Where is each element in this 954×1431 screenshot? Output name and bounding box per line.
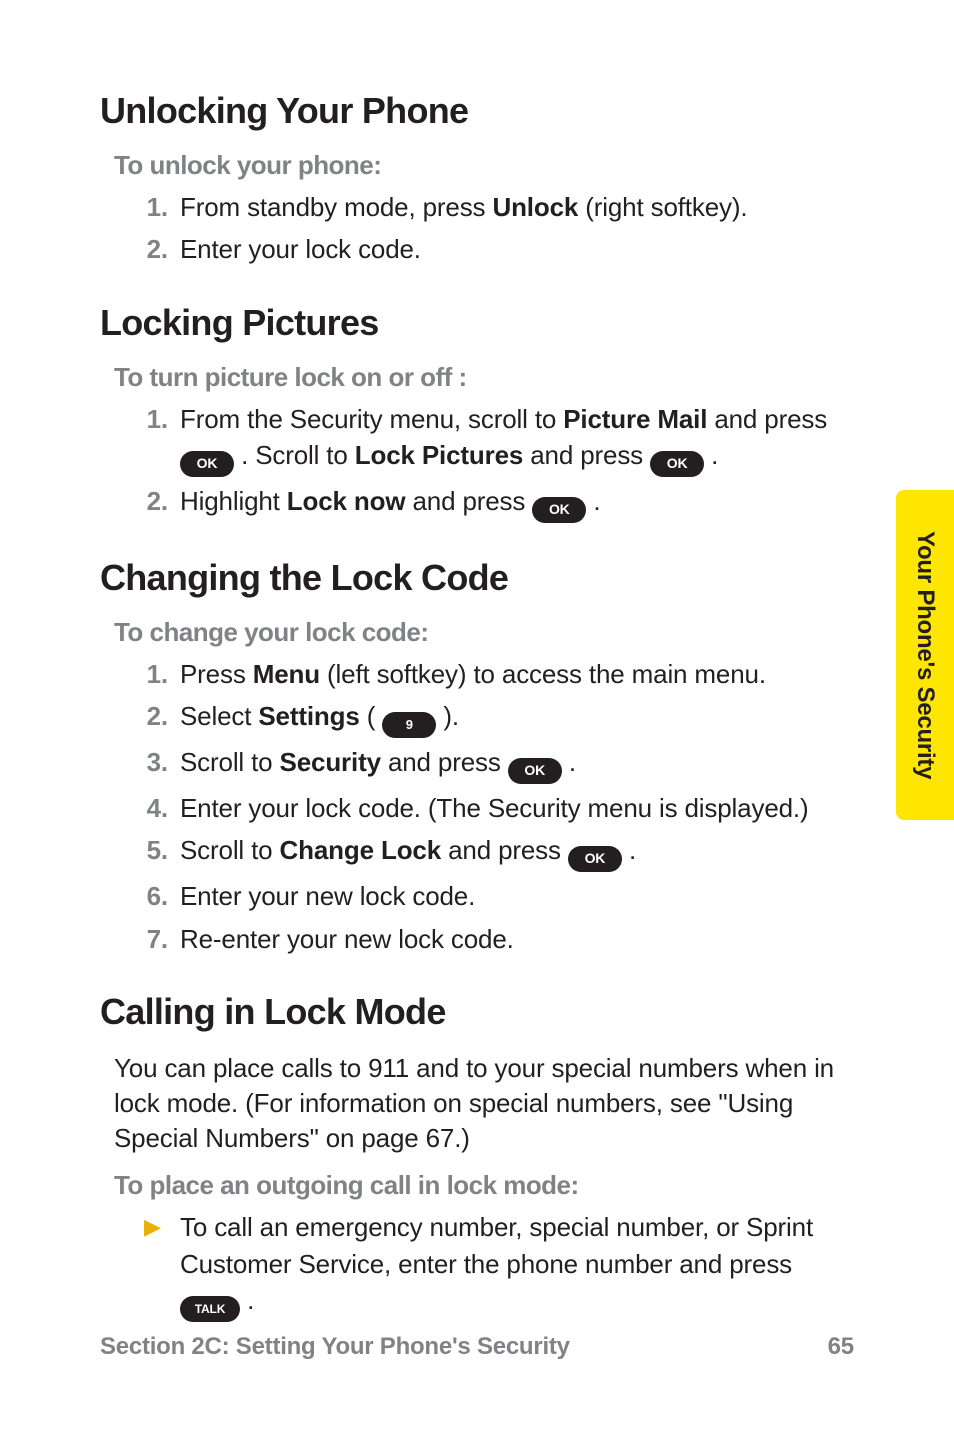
step-text: . xyxy=(622,835,636,865)
ui-label: Lock now xyxy=(287,486,406,516)
step-number: 1. xyxy=(134,189,168,225)
steps-unlock: 1. From standby mode, press Unlock (righ… xyxy=(114,189,844,268)
step-text: and press xyxy=(707,404,827,434)
ok-key-icon: OK xyxy=(650,451,704,477)
page-footer: Section 2C: Setting Your Phone's Securit… xyxy=(100,1333,854,1361)
step-text: Scroll to xyxy=(180,835,280,865)
step-item: 2. Select Settings ( 9 ). xyxy=(114,698,844,738)
step-item: 2. Enter your lock code. xyxy=(114,231,844,267)
step-text: Select xyxy=(180,701,258,731)
ui-label: Security xyxy=(280,747,381,777)
step-number: 5. xyxy=(134,832,168,868)
step-text: Press xyxy=(180,659,253,689)
step-text: From the Security menu, scroll to xyxy=(180,404,563,434)
ui-label: Lock Pictures xyxy=(355,440,523,470)
step-text: and press xyxy=(381,747,508,777)
nine-key-icon: 9 xyxy=(382,712,436,738)
side-tab: Your Phone's Security xyxy=(896,490,954,820)
step-text: Enter your new lock code. xyxy=(180,881,475,911)
step-text: Re-enter your new lock code. xyxy=(180,924,514,954)
step-text: and press xyxy=(523,440,650,470)
step-item: 2. Highlight Lock now and press OK . xyxy=(114,483,844,523)
step-text: . Scroll to xyxy=(234,440,355,470)
ok-key-icon: OK xyxy=(180,451,234,477)
step-text: ( xyxy=(360,701,383,731)
step-text: Enter your lock code. xyxy=(180,234,421,264)
ok-key-icon: OK xyxy=(532,497,586,523)
step-item: 1. Press Menu (left softkey) to access t… xyxy=(114,656,844,692)
body-text: You can place calls to 911 and to your s… xyxy=(114,1051,844,1156)
steps-picture-lock: 1. From the Security menu, scroll to Pic… xyxy=(114,401,844,523)
bullet-list-outgoing: ▶ To call an emergency number, special n… xyxy=(114,1209,844,1322)
bullet-text: To call an emergency number, special num… xyxy=(180,1212,813,1278)
ui-label: Settings xyxy=(258,701,359,731)
heading-locking-pictures: Locking Pictures xyxy=(100,302,844,344)
triangle-bullet-icon: ▶ xyxy=(144,1212,161,1243)
side-tab-label: Your Phone's Security xyxy=(911,531,939,779)
step-item: 4. Enter your lock code. (The Security m… xyxy=(114,790,844,826)
subheading-picture-lock: To turn picture lock on or off : xyxy=(114,362,844,393)
step-text: (left softkey) to access the main menu. xyxy=(320,659,766,689)
step-item: 6. Enter your new lock code. xyxy=(114,878,844,914)
step-number: 6. xyxy=(134,878,168,914)
step-number: 7. xyxy=(134,921,168,957)
step-number: 1. xyxy=(134,401,168,437)
steps-change-lock: 1. Press Menu (left softkey) to access t… xyxy=(114,656,844,957)
step-text: . xyxy=(586,486,600,516)
ok-key-icon: OK xyxy=(508,758,562,784)
step-text: Highlight xyxy=(180,486,287,516)
step-item: 5. Scroll to Change Lock and press OK . xyxy=(114,832,844,872)
step-item: 3. Scroll to Security and press OK . xyxy=(114,744,844,784)
step-item: 1. From the Security menu, scroll to Pic… xyxy=(114,401,844,477)
subheading-unlock: To unlock your phone: xyxy=(114,150,844,181)
subheading-change-lock: To change your lock code: xyxy=(114,617,844,648)
step-item: 1. From standby mode, press Unlock (righ… xyxy=(114,189,844,225)
bullet-text: . xyxy=(240,1285,254,1315)
footer-section: Section 2C: Setting Your Phone's Securit… xyxy=(100,1333,570,1361)
talk-key-icon: TALK xyxy=(180,1296,240,1322)
heading-changing-lock-code: Changing the Lock Code xyxy=(100,557,844,599)
ui-label: Menu xyxy=(253,659,320,689)
subheading-outgoing-call: To place an outgoing call in lock mode: xyxy=(114,1170,844,1201)
bullet-item: ▶ To call an emergency number, special n… xyxy=(114,1209,844,1322)
footer-page-number: 65 xyxy=(828,1333,854,1361)
ui-label: Picture Mail xyxy=(563,404,707,434)
step-number: 2. xyxy=(134,698,168,734)
step-text: and press xyxy=(441,835,568,865)
step-text: and press xyxy=(405,486,532,516)
heading-calling-lock-mode: Calling in Lock Mode xyxy=(100,991,844,1033)
step-number: 3. xyxy=(134,744,168,780)
step-text: Enter your lock code. (The Security menu… xyxy=(180,793,808,823)
step-number: 2. xyxy=(134,483,168,519)
step-item: 7. Re-enter your new lock code. xyxy=(114,921,844,957)
step-text: . xyxy=(704,440,718,470)
step-number: 2. xyxy=(134,231,168,267)
ui-label: Change Lock xyxy=(280,835,442,865)
ok-key-icon: OK xyxy=(568,846,622,872)
ui-label: Unlock xyxy=(492,192,578,222)
step-text: ). xyxy=(436,701,459,731)
step-number: 1. xyxy=(134,656,168,692)
heading-unlocking: Unlocking Your Phone xyxy=(100,90,844,132)
step-number: 4. xyxy=(134,790,168,826)
step-text: From standby mode, press xyxy=(180,192,492,222)
step-text: . xyxy=(562,747,576,777)
step-text: (right softkey). xyxy=(578,192,747,222)
step-text: Scroll to xyxy=(180,747,280,777)
